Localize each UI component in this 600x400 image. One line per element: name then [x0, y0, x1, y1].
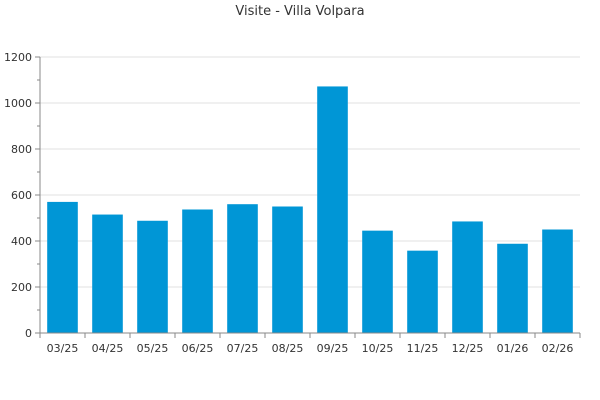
y-tick-label: 1200: [4, 51, 32, 64]
bar: [407, 250, 438, 333]
bar: [317, 86, 348, 333]
x-tick-label: 12/25: [452, 342, 484, 355]
y-tick-label: 400: [11, 235, 32, 248]
x-tick-label: 06/25: [182, 342, 214, 355]
x-tick-label: 09/25: [317, 342, 349, 355]
bar: [137, 220, 168, 333]
x-tick-label: 02/26: [542, 342, 574, 355]
bar: [362, 230, 393, 333]
grid-layer: [40, 56, 580, 288]
bar: [452, 221, 483, 333]
y-tick-label: 600: [11, 189, 32, 202]
bar: [542, 229, 573, 333]
bar: [92, 214, 123, 333]
x-tick-label: 05/25: [137, 342, 169, 355]
x-tick-label: 03/25: [47, 342, 79, 355]
x-tick-labels: 03/25 04/25 05/25 06/25 07/25 08/25 09/25 10/25…: [47, 342, 574, 355]
y-tick-labels: 0 200 400 600 800 1000 1200: [4, 51, 32, 340]
x-tick-label: 08/25: [272, 342, 304, 355]
bar: [47, 201, 78, 333]
bar-layer: [47, 86, 573, 333]
y-tick-label: 1000: [4, 97, 32, 110]
bar: [272, 206, 303, 333]
bar: [497, 243, 528, 333]
chart-title: Visite - Villa Volpara: [235, 4, 365, 19]
x-tick-label: 10/25: [362, 342, 394, 355]
x-tick-label: 01/26: [497, 342, 529, 355]
bar: [182, 209, 213, 333]
x-tick-label: 07/25: [227, 342, 259, 355]
y-tick-label: 800: [11, 143, 32, 156]
axis-layer: [35, 56, 581, 338]
x-tick-label: 04/25: [92, 342, 124, 355]
y-tick-label: 200: [11, 281, 32, 294]
y-tick-label: 0: [25, 327, 32, 340]
bar: [227, 204, 258, 333]
x-tick-label: 11/25: [407, 342, 439, 355]
